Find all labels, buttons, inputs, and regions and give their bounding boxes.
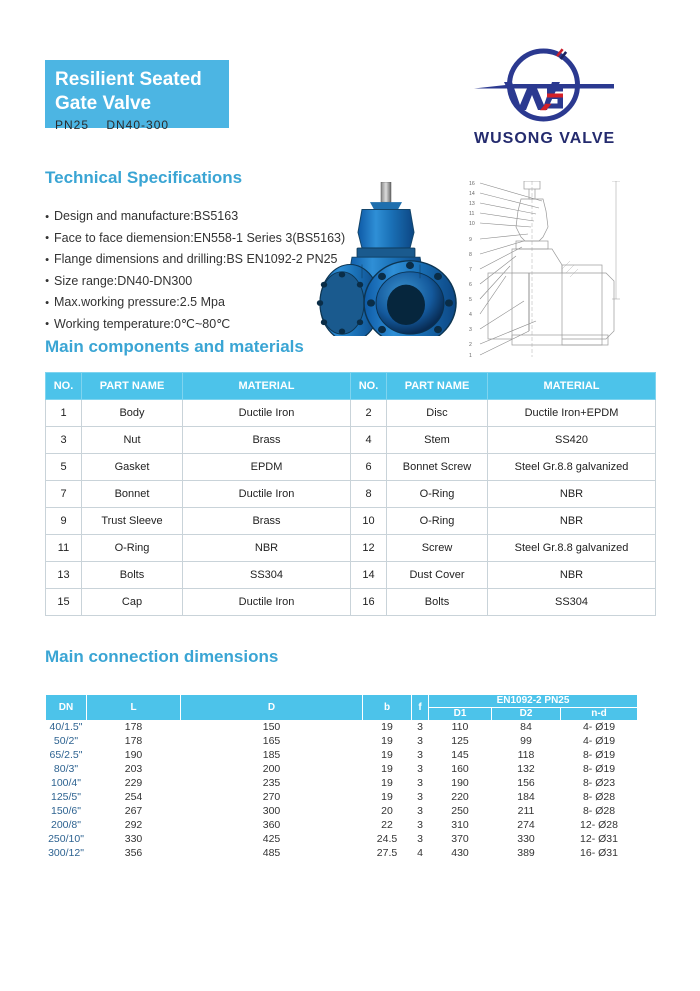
svg-text:4: 4 [469, 312, 472, 318]
svg-text:14: 14 [469, 191, 475, 197]
svg-text:13: 13 [469, 201, 475, 207]
svg-text:10: 10 [469, 221, 475, 227]
svg-text:5: 5 [469, 297, 472, 303]
svg-text:1: 1 [469, 353, 472, 359]
svg-text:11: 11 [469, 211, 474, 217]
svg-text:16: 16 [469, 181, 475, 187]
svg-text:9: 9 [469, 237, 472, 243]
svg-text:3: 3 [469, 327, 472, 333]
svg-text:6: 6 [469, 282, 472, 288]
svg-text:8: 8 [469, 252, 472, 258]
svg-text:7: 7 [469, 267, 472, 273]
svg-text:2: 2 [469, 342, 472, 348]
